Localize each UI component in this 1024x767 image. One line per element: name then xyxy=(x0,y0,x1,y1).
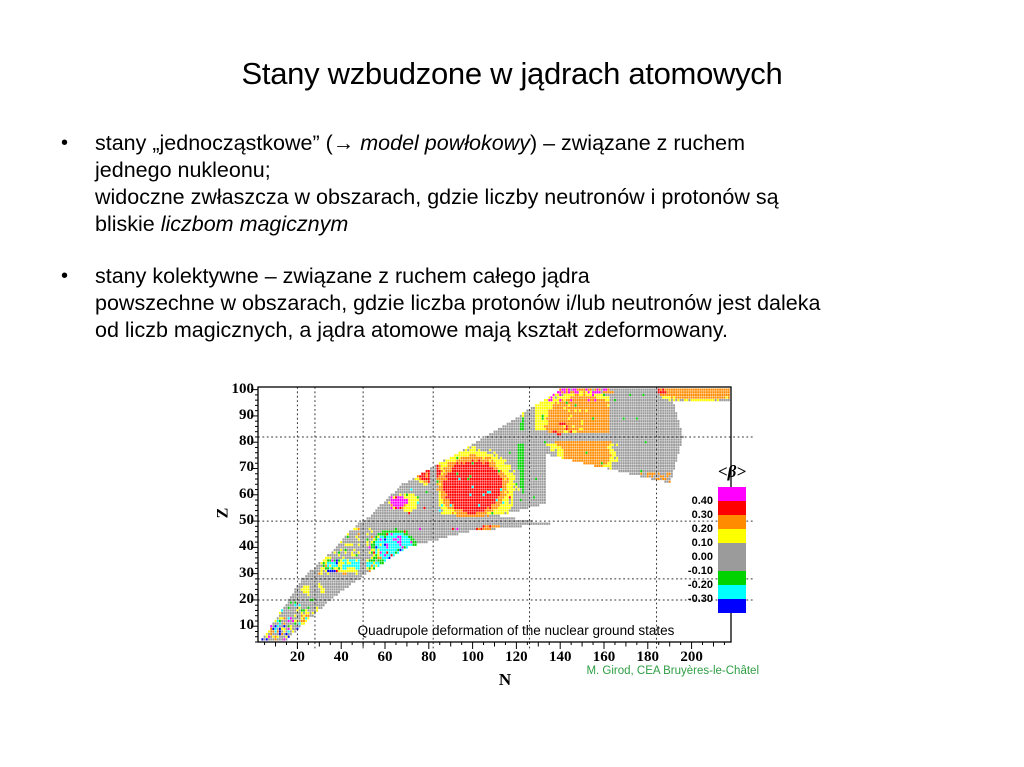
y-tick-label: 10 xyxy=(239,617,254,634)
bullet-line: stany „jednocząstkowe” (→ model powłokow… xyxy=(95,131,746,155)
chart-credit: M. Girod, CEA Bruyères-le-Châtel xyxy=(586,665,759,677)
legend-tick-label: 0.30 xyxy=(691,508,713,521)
legend-tick-label: -0.10 xyxy=(687,564,713,577)
bullet-marker: • xyxy=(61,132,69,154)
x-tick-label: 100 xyxy=(461,649,484,665)
y-tick-label: 80 xyxy=(239,433,254,450)
x-tick-label: 180 xyxy=(636,649,660,665)
y-tick-label: 100 xyxy=(231,380,255,397)
bullet-line: powszechne w obszarach, gdzie liczba pro… xyxy=(95,291,821,315)
y-tick-label: 20 xyxy=(239,590,254,607)
bullet-text: stany kolektywne – związane z ruchem cał… xyxy=(95,263,971,344)
bullet-item: • stany „jednocząstkowe” (→ model powłok… xyxy=(61,130,971,238)
legend-tick-label: 0.00 xyxy=(691,550,713,563)
page-title: Stany wzbudzone w jądrach atomowych xyxy=(241,56,783,91)
x-axis-label: N xyxy=(498,670,512,689)
x-tick-label: 60 xyxy=(377,649,393,665)
legend-tick-label: -0.20 xyxy=(687,578,713,591)
bullet-line: stany kolektywne – związane z ruchem cał… xyxy=(95,264,590,288)
x-tick-label: 200 xyxy=(680,649,703,665)
y-tick-label: 60 xyxy=(239,485,254,502)
legend-tick-label: 0.10 xyxy=(691,536,713,549)
x-tick-label: 40 xyxy=(333,649,349,665)
x-tick-label: 20 xyxy=(289,649,305,665)
bullet-line: bliskie liczbom magicznym xyxy=(95,212,349,236)
legend-title: <β> xyxy=(717,462,747,481)
bullet-line: od liczb magicznych, a jądra atomowe maj… xyxy=(95,318,728,342)
y-tick-label: 30 xyxy=(239,564,254,581)
chart-caption: Quadrupole deformation of the nuclear gr… xyxy=(357,623,675,638)
bullet-line: jednego nukleonu; xyxy=(95,158,271,182)
chart-canvas xyxy=(220,378,765,697)
x-tick-label: 140 xyxy=(548,649,572,665)
x-tick-label: 120 xyxy=(505,649,528,665)
bullet-line: widoczne zwłaszcza w obszarach, gdzie li… xyxy=(95,185,779,209)
bullet-item: • stany kolektywne – związane z ruchem c… xyxy=(61,263,971,344)
y-tick-label: 40 xyxy=(239,538,254,555)
legend-tick-label: 0.40 xyxy=(691,494,713,507)
x-tick-label: 160 xyxy=(592,649,616,665)
x-tick-label: 80 xyxy=(421,649,437,665)
bullet-marker: • xyxy=(61,265,69,287)
y-tick-label: 50 xyxy=(239,512,254,529)
legend-tick-label: 0.20 xyxy=(691,522,713,535)
y-tick-label: 90 xyxy=(239,406,254,423)
nuclide-chart: Z N <β> Quadrupole deformation of the nu… xyxy=(214,378,765,697)
y-tick-label: 70 xyxy=(239,459,254,476)
bullet-text: stany „jednocząstkowe” (→ model powłokow… xyxy=(95,130,971,238)
legend-tick-label: -0.30 xyxy=(687,592,713,605)
